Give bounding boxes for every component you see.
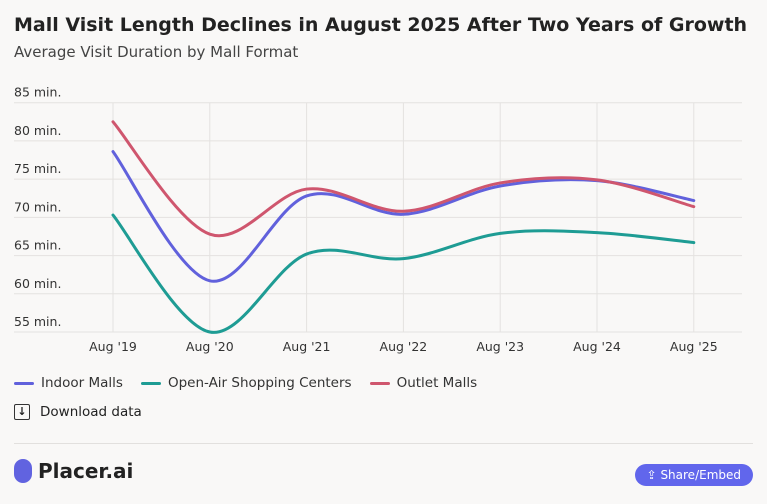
download-data-button[interactable]: ↓ Download data: [14, 404, 142, 420]
placer-logo[interactable]: Placer.ai: [14, 459, 133, 483]
legend-label: Indoor Malls: [41, 375, 123, 391]
legend-label: Outlet Malls: [396, 375, 478, 391]
legend-swatch: [140, 381, 161, 385]
share-label: Share/Embed: [660, 468, 741, 482]
y-tick-label: 85 min.: [14, 85, 61, 100]
y-tick-label: 70 min.: [14, 199, 61, 214]
download-icon: ↓: [14, 404, 30, 420]
y-tick-label: 60 min.: [14, 276, 61, 291]
x-tick-label: Aug '23: [476, 339, 524, 354]
y-tick-label: 75 min.: [14, 161, 61, 176]
share-embed-button[interactable]: ⇪ Share/Embed: [634, 464, 753, 486]
owl-logo-icon: [14, 459, 32, 483]
logo-text: Placer.ai: [38, 459, 134, 483]
x-tick-label: Aug '19: [89, 339, 137, 354]
chart-subtitle: Average Visit Duration by Mall Format: [14, 43, 299, 61]
chart-title: Mall Visit Length Declines in August 202…: [14, 14, 748, 36]
divider: [14, 443, 753, 444]
line-chart: 55 min. 60 min. 65 min. 70 min. 75 min. 80 mi…: [14, 85, 742, 354]
y-tick-label: 55 min.: [14, 314, 61, 329]
legend-item-open-air[interactable]: Open-Air Shopping Centers: [140, 375, 352, 391]
series-line-outlet-malls: [111, 120, 696, 238]
legend: Indoor Malls Open-Air Shopping Centers O…: [14, 375, 477, 391]
legend-swatch: [369, 381, 390, 385]
x-tick-label: Aug '21: [283, 339, 331, 354]
legend-item-indoor[interactable]: Indoor Malls: [14, 375, 123, 391]
legend-swatch: [14, 381, 34, 385]
legend-item-outlet[interactable]: Outlet Malls: [369, 375, 478, 391]
share-icon: ⇪: [646, 468, 661, 482]
series-line-open-air-shopping-centers: [111, 213, 696, 334]
download-label: Download data: [40, 404, 142, 420]
x-tick-label: Aug '22: [380, 339, 428, 354]
legend-label: Open-Air Shopping Centers: [167, 375, 352, 391]
x-tick-label: Aug '24: [573, 339, 621, 354]
y-tick-label: 80 min.: [14, 123, 61, 138]
x-tick-label: Aug '20: [186, 339, 234, 354]
y-tick-label: 65 min.: [14, 238, 61, 253]
x-tick-label: Aug '25: [670, 339, 718, 354]
